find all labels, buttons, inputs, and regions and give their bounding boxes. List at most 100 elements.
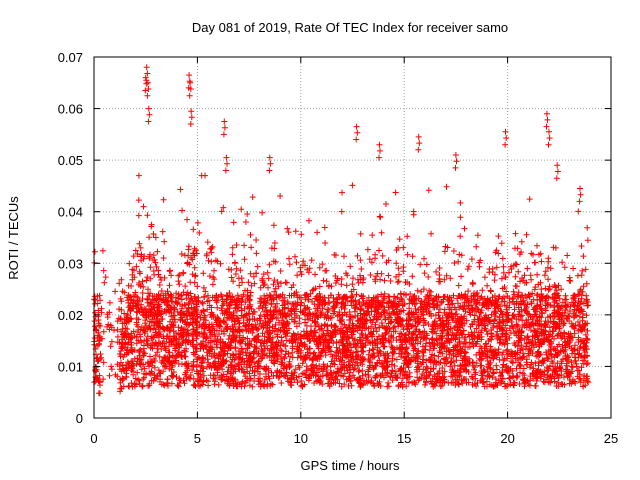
data-point [178, 305, 185, 312]
data-point [311, 349, 318, 356]
data-point [439, 365, 446, 371]
data-point [282, 351, 289, 358]
data-point [106, 309, 113, 316]
data-point [200, 270, 207, 277]
data-point [572, 354, 579, 361]
data-point [357, 272, 363, 279]
data-point [146, 253, 153, 260]
data-point [91, 300, 98, 307]
data-point [582, 331, 589, 338]
data-point [126, 260, 133, 267]
data-point [270, 222, 277, 229]
data-point [99, 247, 106, 254]
data-point [230, 351, 236, 357]
data-point [359, 348, 366, 355]
data-point [198, 172, 205, 179]
data-point [250, 308, 257, 315]
data-point [491, 277, 498, 284]
data-point [323, 267, 330, 274]
data-point [523, 231, 530, 238]
data-point [456, 373, 463, 380]
data-point [349, 182, 356, 189]
data-point [545, 276, 552, 283]
data-point [277, 268, 284, 274]
data-point [570, 265, 577, 272]
data-point [134, 355, 141, 362]
data-point [425, 321, 432, 328]
data-point [247, 270, 254, 277]
data-point [137, 326, 144, 333]
data-point [208, 249, 215, 256]
data-point [230, 219, 237, 226]
data-point [190, 226, 197, 233]
data-point [194, 219, 201, 226]
data-point [506, 299, 513, 306]
data-point [514, 245, 521, 252]
data-point [583, 312, 590, 319]
data-point [515, 268, 522, 275]
data-point [185, 246, 192, 253]
data-point [231, 260, 238, 267]
data-point [343, 376, 350, 383]
data-point [495, 250, 502, 257]
data-point [298, 231, 305, 238]
data-point [341, 253, 347, 260]
data-point [420, 286, 427, 293]
data-point [583, 361, 590, 368]
data-point [255, 362, 262, 369]
data-point [423, 363, 430, 370]
data-point [320, 277, 327, 284]
data-point [364, 246, 371, 253]
data-point [344, 272, 351, 279]
data-point [292, 253, 298, 260]
data-point [223, 357, 230, 364]
data-point [268, 301, 275, 308]
data-point [133, 293, 139, 300]
data-point [524, 265, 531, 272]
data-point [476, 313, 483, 320]
data-point [175, 278, 182, 285]
data-point [532, 259, 539, 266]
data-point [419, 329, 426, 336]
data-point [468, 302, 474, 309]
data-point [286, 255, 292, 262]
data-point [118, 385, 125, 392]
data-point [339, 189, 345, 196]
data-point [184, 216, 190, 223]
data-point [101, 279, 108, 286]
data-point [219, 302, 226, 309]
data-point [135, 197, 142, 204]
data-point [359, 367, 366, 374]
data-point [250, 273, 257, 280]
data-point [358, 266, 365, 272]
data-point [391, 323, 398, 330]
data-point [400, 244, 407, 251]
data-point [296, 320, 303, 327]
data-point [584, 224, 591, 231]
data-point [191, 252, 198, 259]
data-point [202, 288, 209, 295]
data-point [368, 323, 375, 330]
data-point [283, 279, 290, 286]
data-point [298, 383, 305, 389]
data-point [208, 258, 215, 265]
data-point [503, 288, 510, 295]
data-point [436, 272, 443, 278]
data-point [419, 343, 426, 350]
data-point [254, 263, 261, 270]
data-point [358, 330, 365, 337]
data-point [459, 331, 465, 338]
data-point [176, 281, 183, 288]
data-point [421, 255, 427, 262]
data-point [534, 271, 541, 278]
data-point [372, 251, 379, 258]
data-point [463, 317, 470, 324]
data-point [574, 272, 581, 279]
data-point [376, 247, 382, 254]
data-point [488, 336, 495, 343]
data-point [205, 382, 212, 389]
data-point [196, 229, 203, 236]
data-point [336, 339, 342, 346]
data-point [129, 266, 136, 273]
data-point [495, 333, 502, 340]
